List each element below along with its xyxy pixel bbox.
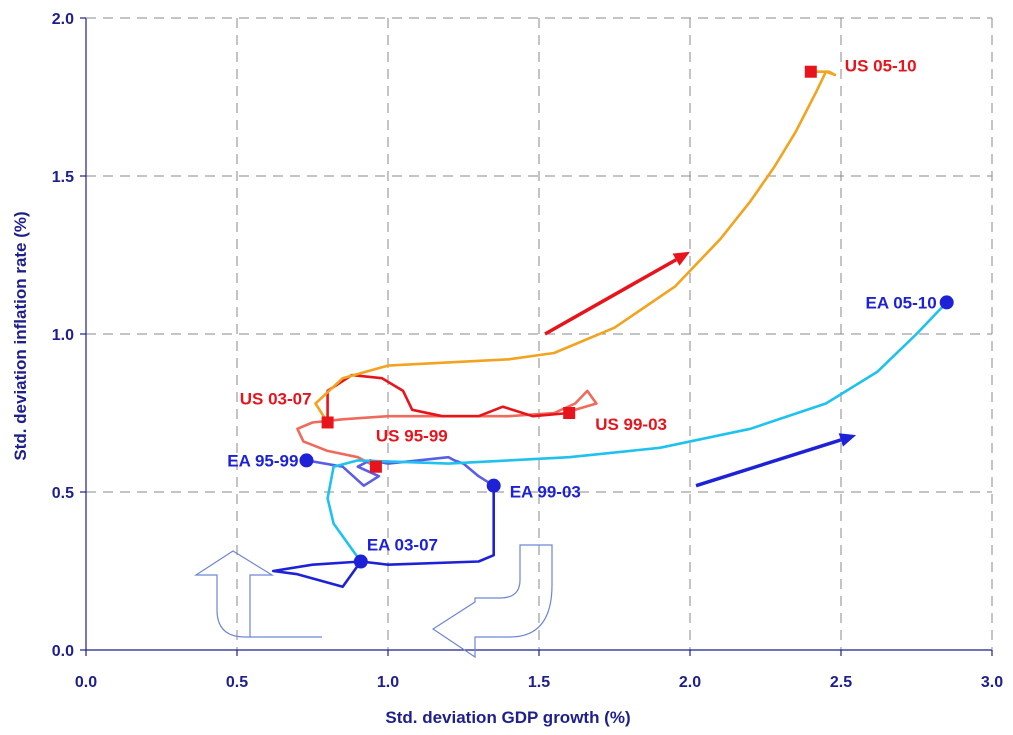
period-labels: US 95-99 US 99-03 US 03-07 US 05-10 EA 95-99… bbox=[227, 57, 936, 555]
y-axis-title: Std. deviation inflation rate (%) bbox=[11, 211, 30, 460]
marker-label-3: US 05-10 bbox=[845, 57, 917, 76]
x-tick-label-5: 2.5 bbox=[830, 674, 852, 691]
series-lines bbox=[271, 70, 949, 589]
trend-arrow-head-0 bbox=[672, 251, 690, 266]
x-tick-label-1: 0.5 bbox=[226, 674, 248, 691]
x-tick-label-4: 2.0 bbox=[679, 674, 701, 691]
counterclockwise-turn-arrow-icon-2 bbox=[431, 544, 553, 659]
series-line-2 bbox=[314, 70, 837, 424]
x-tick-label-3: 1.5 bbox=[528, 674, 550, 691]
x-tick-label-2: 1.0 bbox=[377, 674, 399, 691]
trend-arrow-shaft-1 bbox=[695, 438, 842, 488]
counterclockwise-turn-arrow-icon bbox=[193, 550, 322, 638]
x-tick-label-6: 3.0 bbox=[981, 674, 1003, 691]
marker-label-5: EA 99-03 bbox=[510, 483, 581, 502]
marker-0 bbox=[369, 460, 382, 473]
series-line-4 bbox=[271, 484, 496, 589]
trend-arrow-shaft-0 bbox=[544, 258, 677, 336]
marker-1 bbox=[563, 407, 576, 419]
y-tick-label-1: 0.5 bbox=[52, 485, 74, 502]
marker-7 bbox=[939, 295, 954, 310]
marker-5 bbox=[486, 478, 501, 493]
y-tick-labels: 0.0 0.5 1.0 1.5 2.0 bbox=[52, 11, 74, 660]
marker-label-2: US 03-07 bbox=[240, 389, 312, 408]
series-line-1 bbox=[326, 373, 571, 424]
marker-label-0: US 95-99 bbox=[376, 427, 448, 446]
x-tick-label-0: 0.0 bbox=[75, 674, 97, 691]
period-markers bbox=[299, 65, 954, 569]
marker-label-4: EA 95-99 bbox=[227, 451, 298, 470]
grid-lines bbox=[86, 18, 992, 650]
x-tick-labels: 0.0 0.5 1.0 1.5 2.0 2.5 3.0 bbox=[75, 674, 1003, 691]
trend-arrows bbox=[544, 251, 857, 488]
x-axis-title: Std. deviation GDP growth (%) bbox=[385, 708, 630, 727]
y-tick-label-4: 2.0 bbox=[52, 11, 74, 28]
plot-frame bbox=[80, 17, 993, 656]
series-line-5 bbox=[326, 301, 949, 563]
marker-label-7: EA 05-10 bbox=[866, 293, 937, 312]
trend-arrow-head-1 bbox=[838, 433, 857, 447]
marker-3 bbox=[804, 65, 817, 78]
marker-4 bbox=[299, 453, 314, 468]
marker-2 bbox=[321, 416, 334, 429]
marker-6 bbox=[353, 554, 368, 569]
y-tick-label-2: 1.0 bbox=[52, 327, 74, 344]
series-line-0 bbox=[296, 389, 598, 469]
y-tick-label-0: 0.0 bbox=[52, 643, 74, 660]
y-tick-label-3: 1.5 bbox=[52, 169, 74, 186]
marker-label-1: US 99-03 bbox=[595, 415, 667, 434]
marker-label-6: EA 03-07 bbox=[367, 536, 438, 555]
